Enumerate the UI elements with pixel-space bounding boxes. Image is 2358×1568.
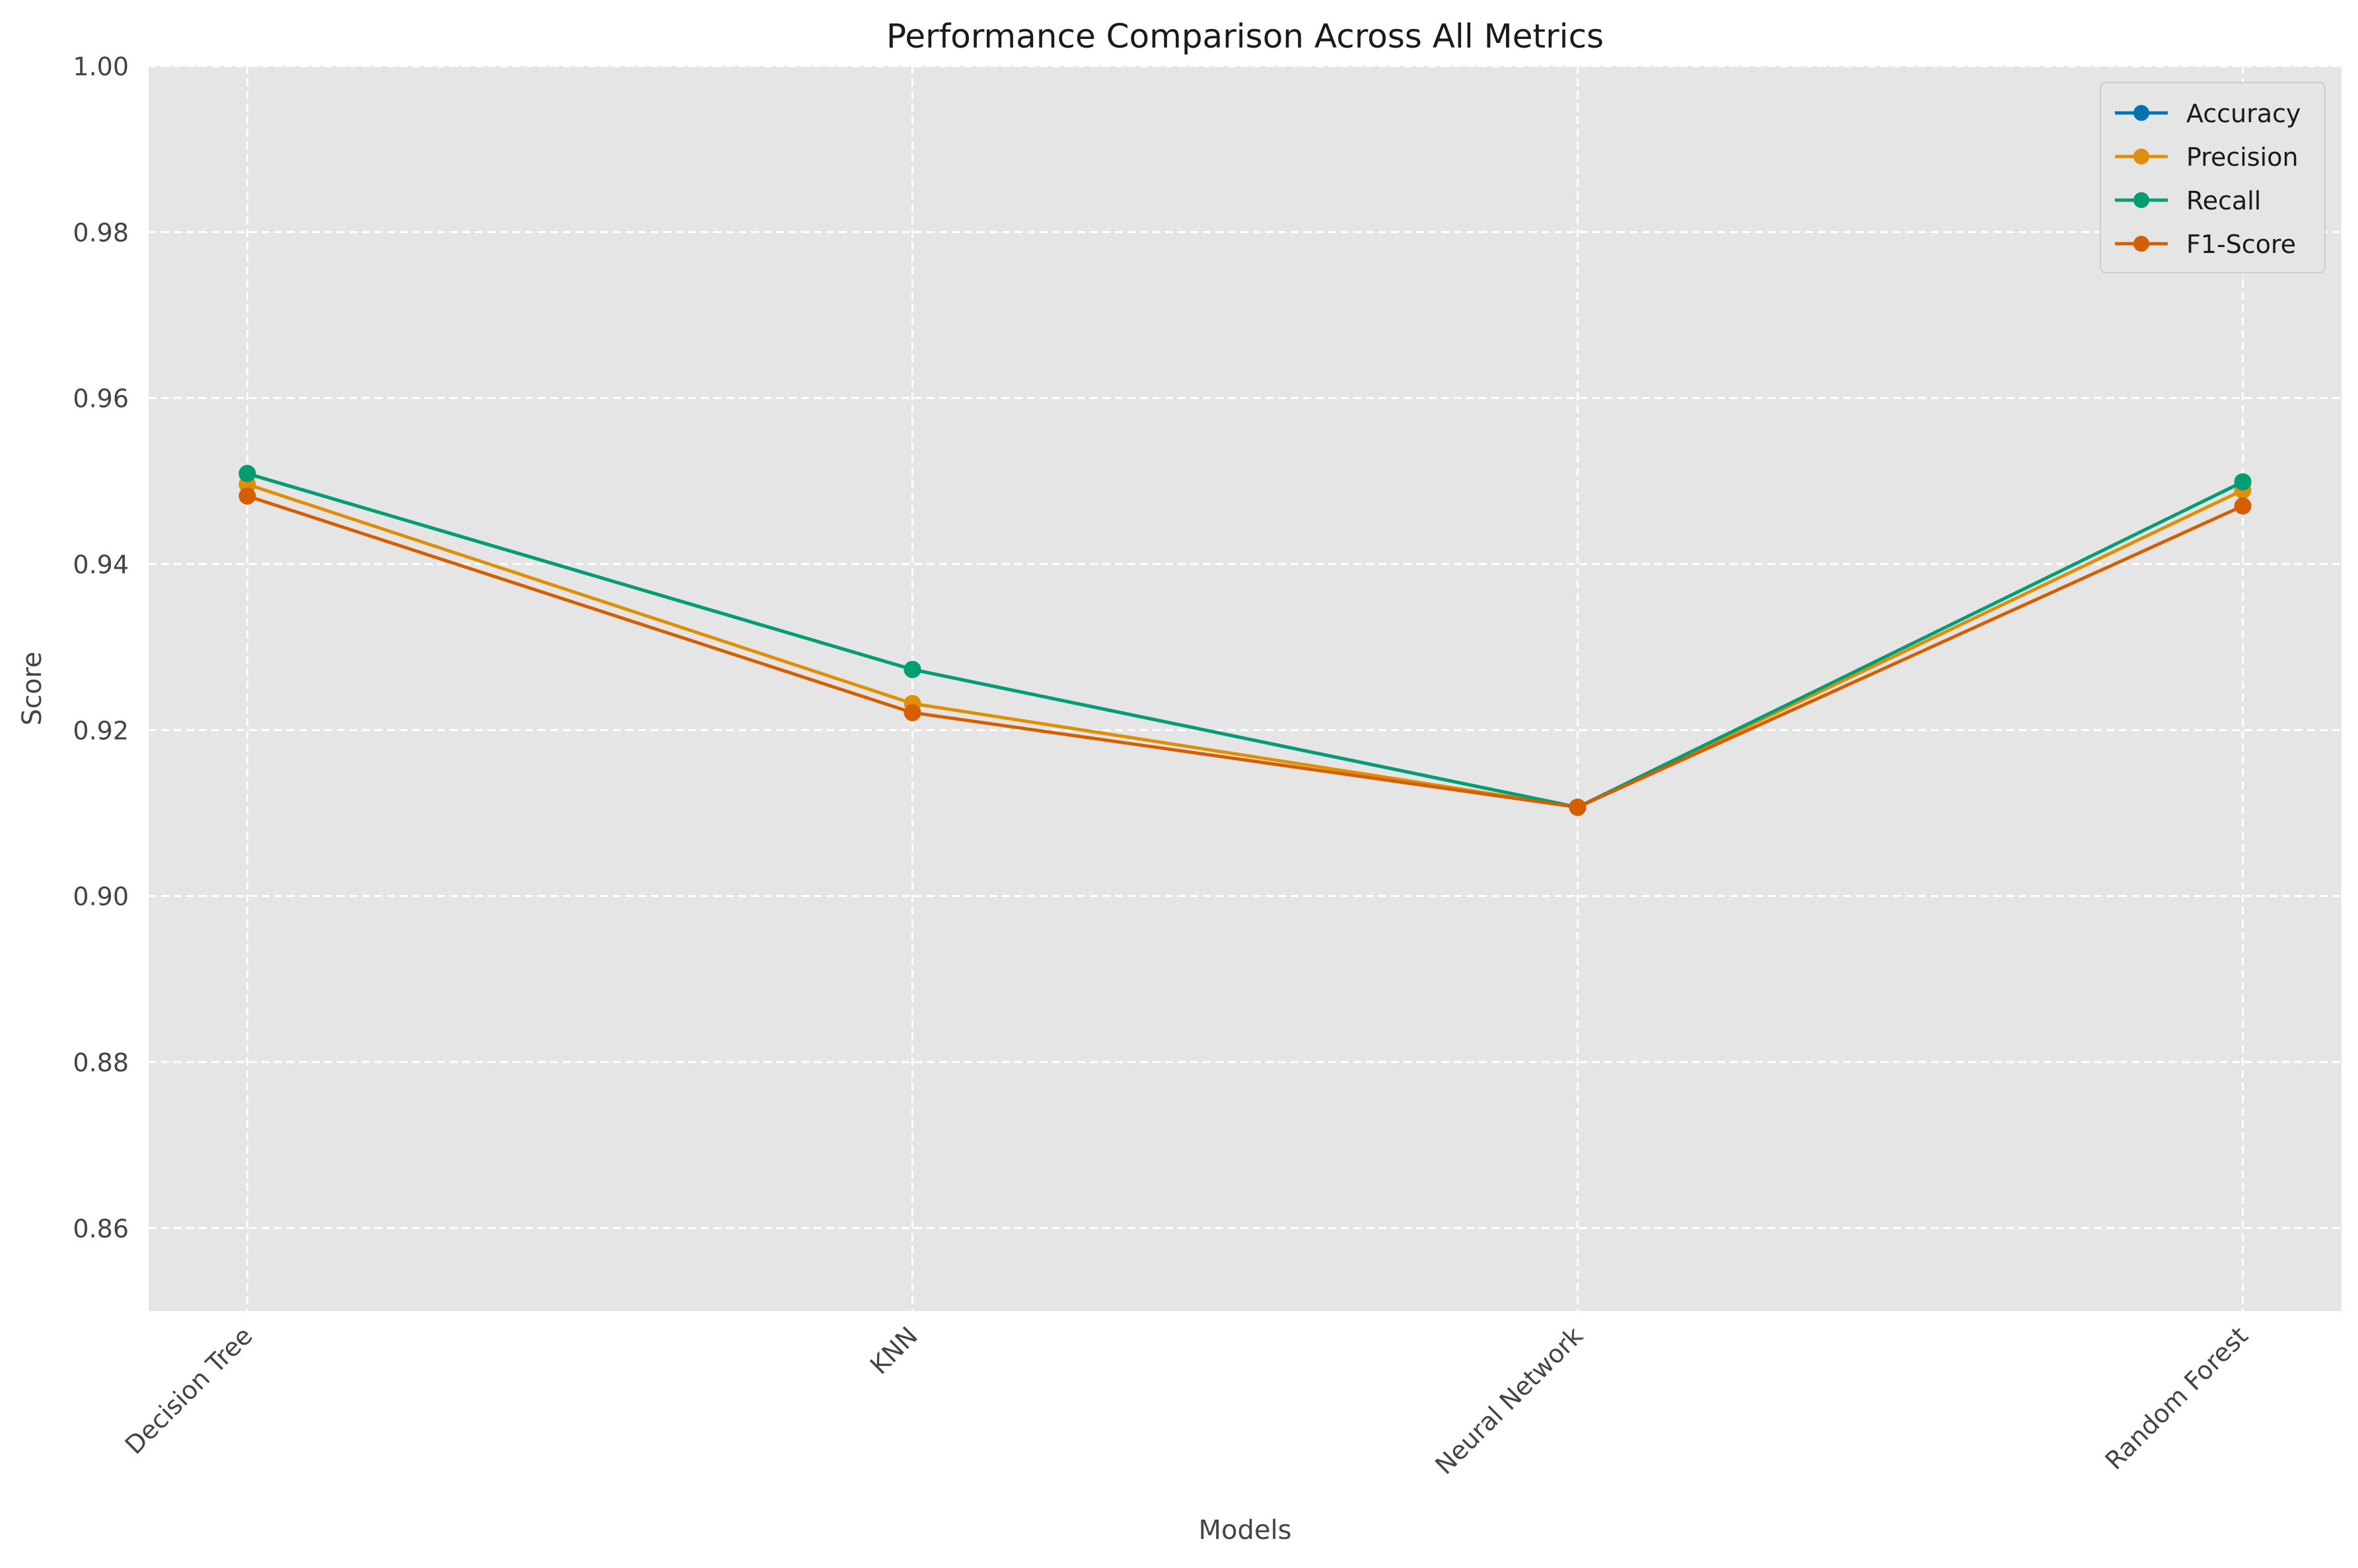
x-tick-label: Neural Network [1429,1321,1588,1479]
data-point [2234,473,2252,491]
data-point [1569,799,1587,816]
series-line-f1-score [246,494,2244,809]
y-tick-label: 0.98 [73,218,129,247]
series-line-recall [246,472,2244,809]
y-tick-label: 0.88 [73,1048,129,1077]
legend-label: F1-Score [2186,230,2296,259]
y-tick-label: 0.96 [73,384,129,413]
legend-label: Accuracy [2186,99,2301,128]
data-point [2234,497,2252,515]
series-line-precision [246,482,2244,809]
y-tick-label: 0.90 [73,882,129,911]
legend-marker [2133,149,2149,164]
x-tick-label: Decision Tree [120,1321,258,1460]
x-axis-label: Models [1199,1515,1292,1546]
data-point [238,487,256,505]
y-tick-label: 0.86 [73,1214,129,1243]
legend-label: Precision [2186,143,2299,172]
y-tick-label: 1.00 [73,52,129,81]
data-point [904,660,921,678]
chart-title: Performance Comparison Across All Metric… [886,17,1604,55]
x-tick-label: Random Forest [2100,1321,2254,1475]
plot-area [149,66,2341,1311]
y-tick-label: 0.92 [73,716,129,745]
series-lines [238,465,2252,816]
grid-lines [149,65,2341,1311]
legend-box [2100,82,2326,273]
legend-marker [2133,236,2149,252]
y-tick-label: 0.94 [73,550,129,579]
data-point [238,465,256,483]
x-tick-label: KNN [865,1321,923,1380]
legend: Accuracy Precision Recall F1-Score [2100,82,2326,273]
legend-marker [2133,105,2149,121]
legend-label: Recall [2186,186,2261,215]
legend-marker [2133,192,2149,208]
data-point [904,703,921,721]
y-axis-label: Score [17,651,48,725]
